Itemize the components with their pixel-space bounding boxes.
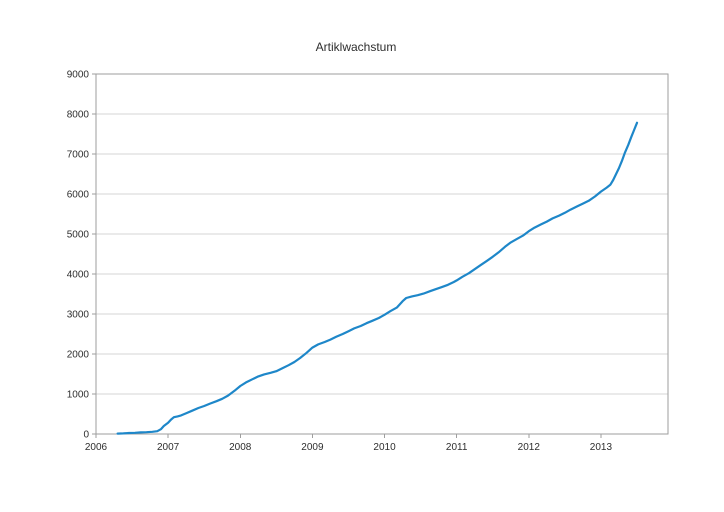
y-tick-label-0: 0	[83, 430, 89, 441]
x-tick-label-2013: 2013	[590, 442, 613, 453]
chart-title: Artiklwachstum	[315, 40, 397, 54]
plot-border	[95, 73, 669, 435]
y-tick-label-2000: 2000	[67, 350, 90, 361]
y-tick-label-5000: 5000	[67, 230, 90, 241]
y-tick-label-1000: 1000	[67, 390, 90, 401]
y-tick-label-7000: 7000	[67, 150, 90, 161]
y-tick-label-3000: 3000	[67, 310, 90, 321]
y-tick-label-6000: 6000	[67, 190, 90, 201]
y-tick-label-4000: 4000	[67, 270, 90, 281]
x-tick-label-2006: 2006	[85, 442, 108, 453]
data-line	[116, 121, 639, 435]
y-tick-label-8000: 8000	[67, 110, 90, 121]
x-tick-label-2012: 2012	[518, 442, 541, 453]
x-tick-label-2007: 2007	[157, 442, 180, 453]
y-tick-label-9000: 9000	[67, 70, 90, 81]
x-tick-label-2011: 2011	[446, 442, 468, 453]
x-tick-label-2009: 2009	[301, 442, 324, 453]
x-tick-label-2010: 2010	[373, 442, 396, 453]
x-tick-label-2008: 2008	[229, 442, 252, 453]
